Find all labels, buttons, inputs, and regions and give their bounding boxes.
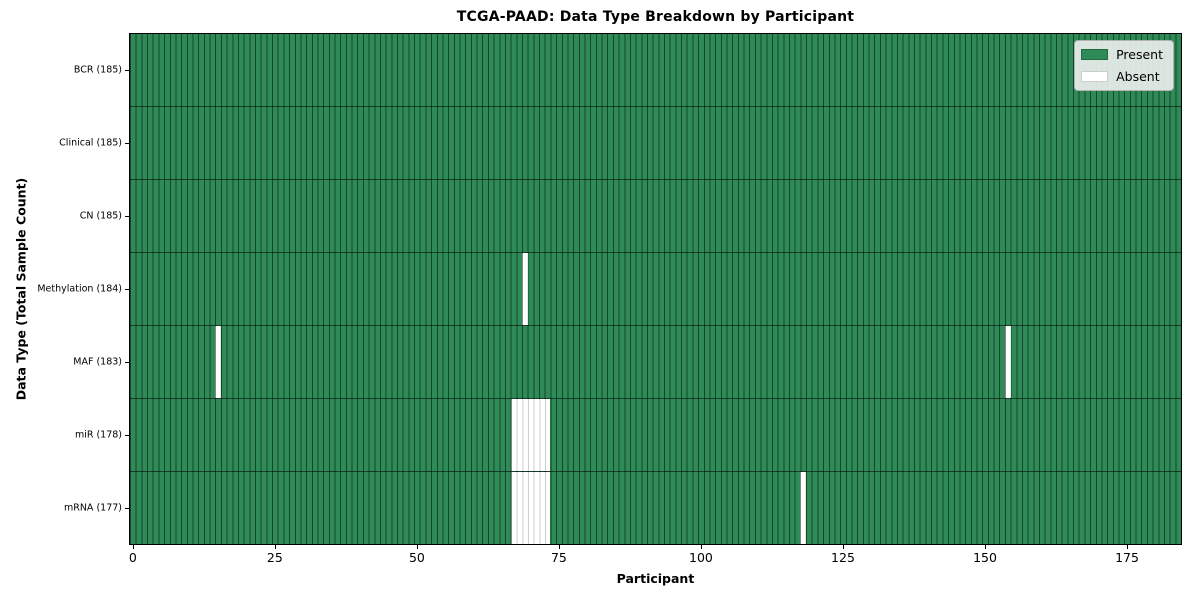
x-tick-mark xyxy=(700,545,702,549)
y-tick-mark xyxy=(125,70,129,72)
x-tick-mark xyxy=(132,545,134,549)
x-tick-mark xyxy=(1127,545,1129,549)
absent-segment xyxy=(1004,326,1011,398)
x-tick-mark xyxy=(985,545,986,549)
y-tick-mark xyxy=(125,434,129,436)
x-tick-label: 75 xyxy=(550,550,567,565)
heatmap-row-mir xyxy=(130,399,1181,472)
x-tick-label: 25 xyxy=(266,550,283,565)
x-tick-mark xyxy=(274,545,276,549)
y-tick-mark xyxy=(125,361,129,363)
absent-segment xyxy=(510,399,551,471)
x-tick-label: 0 xyxy=(128,550,137,565)
heatmap-row-methylation xyxy=(130,253,1181,326)
x-tick-mark xyxy=(842,545,844,549)
legend-present-label: Present xyxy=(1116,47,1163,62)
absent-segment xyxy=(215,326,221,398)
x-tick-label: 100 xyxy=(689,550,713,565)
legend-item-absent: Absent xyxy=(1081,69,1163,84)
y-tick-mark xyxy=(125,289,129,290)
x-tick-label: 50 xyxy=(408,550,425,565)
y-tick-label: Methylation (184) xyxy=(37,283,122,295)
y-tick-label: Clinical (185) xyxy=(59,137,122,149)
heatmap-row-clinical xyxy=(130,107,1181,180)
x-tick-label: 150 xyxy=(973,550,997,565)
y-tick-mark xyxy=(125,143,129,145)
legend-absent-swatch xyxy=(1081,71,1109,82)
absent-segment xyxy=(800,472,807,544)
x-tick-mark xyxy=(558,545,560,549)
y-tick-label: CN (185) xyxy=(79,210,122,222)
plot-area: Present Absent xyxy=(129,33,1182,545)
y-tick-label: MAF (183) xyxy=(73,356,122,368)
legend-present-swatch xyxy=(1081,49,1109,60)
x-tick-label: 125 xyxy=(831,550,855,565)
x-tick-mark xyxy=(416,545,418,549)
heatmap-row-bcr xyxy=(130,34,1181,107)
chart-title: TCGA-PAAD: Data Type Breakdown by Partic… xyxy=(456,9,855,25)
heatmap-row-cn xyxy=(130,180,1181,253)
absent-segment xyxy=(521,253,528,325)
heatmap-row-maf xyxy=(130,326,1181,399)
y-tick-mark xyxy=(125,216,129,218)
heatmap-grid xyxy=(130,34,1181,544)
absent-segment xyxy=(510,472,551,544)
y-tick-label: mRNA (177) xyxy=(63,502,122,514)
x-axis-label: Participant xyxy=(616,571,695,586)
legend-absent-label: Absent xyxy=(1116,69,1160,84)
y-tick-label: miR (178) xyxy=(74,429,122,441)
x-tick-label: 175 xyxy=(1115,550,1139,565)
legend-item-present: Present xyxy=(1081,47,1163,62)
y-tick-label: BCR (185) xyxy=(73,64,122,76)
legend: Present Absent xyxy=(1074,40,1174,91)
y-tick-mark xyxy=(125,507,129,509)
heatmap-row-mrna xyxy=(130,472,1181,544)
